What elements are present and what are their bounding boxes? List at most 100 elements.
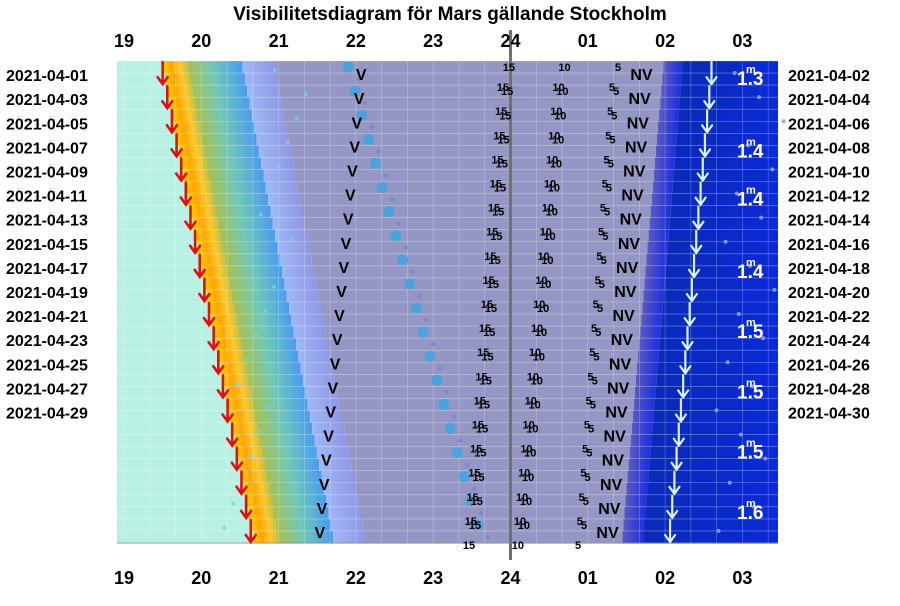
altitude-label: 15 [475, 371, 487, 383]
band-segment [652, 422, 778, 436]
date-label-left: 2021-04-17 [6, 261, 88, 278]
altitude-label: 5 [588, 424, 594, 436]
altitude-label: 15 [487, 279, 499, 291]
band-segment [662, 302, 778, 315]
altitude-label: 10 [512, 540, 524, 552]
mars-path-dot [383, 206, 395, 218]
dawn-dot [761, 336, 766, 341]
band-segment [654, 157, 675, 171]
band-segment [295, 338, 328, 351]
altitude-label: 10 [522, 420, 534, 432]
sunrise-arrow [668, 470, 681, 496]
altitude-label: 5 [602, 179, 608, 191]
mars-path-dot [417, 326, 429, 338]
sunset-arrow [188, 229, 202, 256]
date-label-left: 2021-04-05 [6, 116, 88, 133]
band-segment [117, 494, 247, 508]
altitude-label: 5 [583, 496, 589, 508]
band-segment [646, 253, 667, 267]
not-visible-marker: NV [630, 67, 653, 84]
date-label-left: 2021-04-29 [6, 405, 88, 422]
hour-label: 20 [191, 31, 211, 51]
mars-path-dot [369, 157, 381, 169]
altitude-label: 5 [600, 203, 606, 215]
date-label-right: 2021-04-02 [788, 68, 870, 85]
band-segment [195, 229, 221, 243]
mars-path-dot [472, 486, 477, 491]
band-segment [655, 145, 676, 158]
hour-label: 02 [655, 568, 675, 588]
altitude-label: 10 [535, 275, 547, 287]
band-segment [319, 458, 352, 472]
band-segment [117, 314, 212, 327]
altitude-label: 10 [554, 110, 566, 122]
twilight-dot [267, 188, 272, 193]
dawn-dot [757, 95, 762, 100]
magnitude-label: 1.5 [737, 322, 764, 343]
band-segment [220, 229, 276, 243]
band-segment [643, 530, 778, 544]
hour-label: 19 [114, 31, 134, 51]
band-segment [213, 326, 239, 339]
sunset-arrow [221, 398, 234, 424]
altitude-label: 15 [495, 106, 507, 118]
band-segment [633, 398, 655, 412]
date-label-left: 2021-04-23 [6, 333, 88, 350]
band-segment [637, 362, 658, 375]
mars-path-dot [376, 149, 381, 154]
band-segment [667, 241, 778, 255]
sunrise-arrow [674, 398, 688, 424]
band-segment [209, 302, 235, 315]
band-segment [215, 338, 241, 351]
band-segment [250, 386, 306, 399]
altitude-label: 5 [595, 275, 601, 287]
altitude-label: 10 [543, 231, 555, 243]
not-visible-marker: NV [618, 236, 641, 253]
altitude-label: 15 [468, 468, 480, 480]
band-segment [341, 410, 633, 424]
date-label-right: 2021-04-22 [788, 309, 870, 326]
band-segment [659, 109, 679, 122]
altitude-label: 10 [537, 303, 549, 315]
band-segment [289, 302, 322, 315]
altitude-label: 5 [613, 86, 619, 98]
band-segment [650, 205, 671, 219]
magnitude-unit: m [746, 377, 756, 389]
mars-path-dot [472, 519, 484, 531]
altitude-label: 5 [582, 444, 588, 456]
band-segment [117, 121, 175, 134]
altitude-label: 15 [488, 203, 500, 215]
band-segment [314, 434, 347, 448]
altitude-label: 10 [522, 472, 534, 484]
mars-path-dot [444, 423, 456, 435]
band-segment [183, 169, 209, 183]
band-segment [117, 302, 210, 315]
mars-path-dot [410, 302, 422, 314]
hour-label: 02 [655, 31, 675, 51]
band-segment [117, 338, 216, 351]
altitude-label: 5 [592, 375, 598, 387]
band-segment [117, 97, 170, 110]
mars-path-dot [465, 462, 470, 467]
altitude-label: 10 [524, 448, 536, 460]
mars-path-dot [356, 77, 361, 82]
band-segment [268, 193, 301, 207]
sunset-arrow [193, 253, 207, 280]
band-segment [640, 326, 661, 339]
mars-path-dot [458, 438, 463, 443]
altitude-label: 15 [491, 154, 503, 166]
band-segment [246, 494, 272, 508]
band-segment [658, 350, 778, 363]
band-segment [185, 181, 211, 195]
band-segment [259, 434, 315, 448]
band-segment [266, 470, 322, 484]
altitude-label: 10 [514, 516, 526, 528]
altitude-label: 15 [503, 62, 515, 74]
twilight-dot [271, 284, 276, 289]
band-segment [321, 470, 354, 484]
dawn-dot [736, 312, 741, 317]
band-segment [204, 277, 230, 291]
altitude-label: 5 [589, 347, 595, 359]
band-segment [167, 85, 193, 98]
mars-path-dot [397, 221, 402, 226]
